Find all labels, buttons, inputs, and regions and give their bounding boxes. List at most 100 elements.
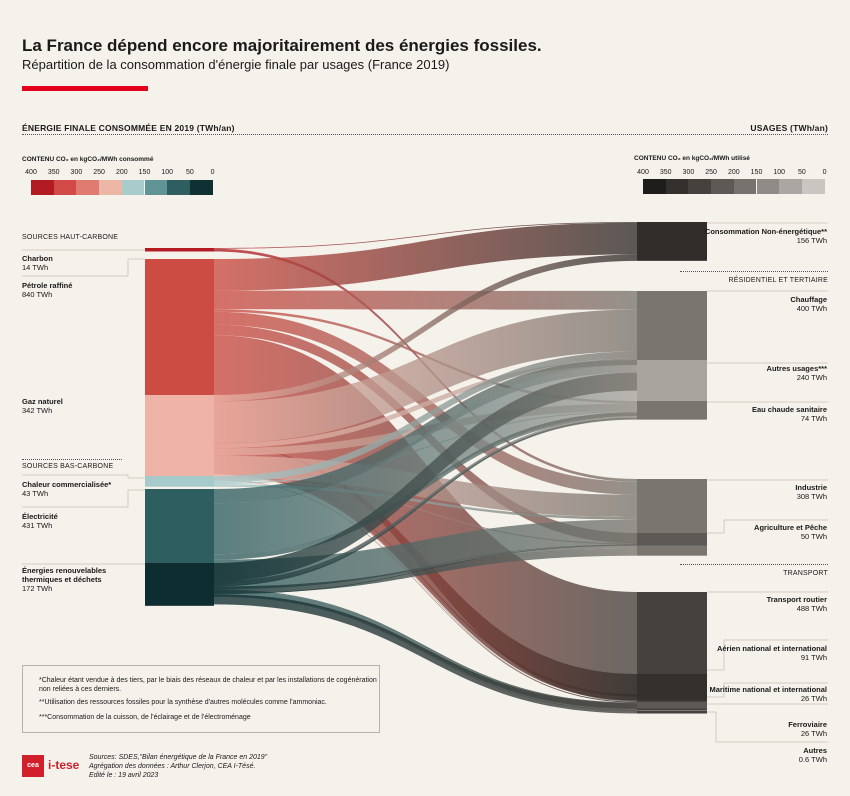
use-node [637,533,707,546]
left-scale-swatch [31,180,54,195]
right-scale-tick: 400 [637,169,649,176]
use-node [637,222,707,261]
left-scale-swatch [99,180,122,195]
sankey-flow [214,351,637,483]
sankey-flow [214,417,637,587]
use-label-ferroviaire: Ferroviaire 26 TWh [788,720,827,738]
section-divider-res [680,271,828,272]
right-scale-tick: 350 [659,169,672,176]
left-scale-swatch [189,180,213,195]
sankey-flow [214,372,637,581]
right-scale-swatch [665,179,689,194]
sankey-flow [214,544,637,590]
source-node [145,476,214,487]
use-label-transport-routier: Transport routier 488 TWh [766,595,827,613]
sources-line-2: Agrégation des données : Arthur Clerjon,… [89,763,256,770]
right-scale-tick: 250 [705,169,717,176]
left-scale-tick: 200 [115,169,128,176]
right-scale-swatch [801,179,825,194]
use-label-eau-chaude: Eau chaude sanitaire 74 TWh [751,405,827,423]
sankey-flow [214,479,637,703]
left-scale-tick: 250 [93,169,105,176]
left-scale-swatch [144,180,168,195]
left-scale-tick: 100 [161,169,174,176]
right-scale-swatch [779,179,802,194]
left-scale-swatch [167,180,190,195]
right-header: USAGES (TWh/an) [750,123,828,133]
use-label-agriculture: Agriculture et Pêche 50 TWh [754,523,827,541]
sankey-flow [214,412,637,560]
use-node [637,694,707,701]
accent-bar [22,86,148,91]
sankey-flow [214,589,637,704]
footnote-2: **Utilisation des ressources fossiles po… [39,699,327,706]
right-scale-tick: 300 [682,169,695,176]
footnote-box: *Chaleur étant vendue à des tiers, par l… [22,665,380,733]
section-low-carbon: SOURCES BAS-CARBONE [22,463,114,470]
chart-title: La France dépend encore majoritairement … [22,36,542,55]
source-label-electricite: Électricité 431 TWh [22,512,58,530]
use-node [637,401,707,420]
section-divider-transport [680,564,828,565]
sources-line-1: Sources: SDES,"Bilan énergétique de la F… [89,754,268,761]
right-scale-swatch [756,179,780,194]
left-scale-tick: 300 [70,169,83,176]
source-label-charbon: Charbon 14 TWh [22,254,53,272]
right-scale-tick: 200 [727,169,740,176]
header-rule [22,134,828,135]
right-scale-tick: 100 [773,169,786,176]
source-node [145,248,214,252]
sankey-flow [214,473,637,703]
cea-logo: cea [22,755,44,777]
source-label-gaz: Gaz naturel 342 TWh [22,397,63,415]
sankey-flow [214,519,637,589]
left-scale-swatch [53,180,77,195]
right-scale-tick: 150 [750,169,763,176]
source-label-chaleur: Chaleur commercialisée* 43 TWh [22,480,112,498]
right-scale-swatch [688,179,712,194]
use-label-non-energetique: Consommation Non-énergétique** 156 TWh [704,227,827,245]
sankey-flow [214,360,637,449]
left-scale-tick: 0 [210,169,215,176]
sankey-flow [214,358,637,504]
sankey-flow [214,254,637,402]
use-node [637,710,707,711]
chart-subtitle: Répartition de la consommation d'énergie… [22,57,450,72]
itese-logo: i-tese [48,758,80,772]
sources-line-3: Edité le : 19 avril 2023 [89,772,159,779]
use-node [637,674,707,697]
sankey-flow [214,467,637,701]
right-scale-swatch [733,179,757,194]
sankey-flow [214,594,637,714]
right-scale-tick: 0 [822,169,827,176]
left-header: ÉNERGIE FINALE CONSOMMÉE EN 2019 (TWh/an… [22,123,235,133]
section-high-carbon: SOURCES HAUT-CARBONE [22,234,119,241]
left-scale-tick: 400 [25,169,37,176]
use-label-autres-usages: Autres usages*** 240 TWh [766,364,827,382]
sankey-flow [214,222,637,291]
left-scale-tick: 50 [185,169,194,176]
left-scale-tick: 150 [138,169,151,176]
right-scale-swatch [643,179,666,194]
sankey-flow [214,290,637,310]
left-scale-swatch [76,180,100,195]
use-node [637,702,707,709]
use-label-aerien: Aérien national et international 91 TWh [716,644,827,662]
right-scale-swatch [711,179,734,194]
section-transport: TRANSPORT [783,570,828,577]
source-label-petrole: Pétrole raffiné 840 TWh [22,281,73,299]
sankey-flow [214,416,637,585]
footnote-3: ***Consommation de la cuisson, de l'écla… [39,714,251,721]
sankey-flow [214,222,637,249]
left-scale-swatch [121,180,145,195]
right-scale-title: CONTENU CO₂ en kgCO₂/MWh utilisé [634,155,750,162]
use-label-chauffage: Chauffage 400 TWh [790,295,827,313]
use-label-industrie: Industrie 308 TWh [795,483,827,501]
left-scale-tick: 350 [47,169,60,176]
sankey-flow [214,548,637,594]
source-label-enr: Énergies renouvelables thermiques et déc… [22,566,107,593]
sankey-flow [214,478,637,545]
section-residential: RÉSIDENTIEL ET TERTIAIRE [728,277,828,284]
sankey-flow [214,545,637,595]
